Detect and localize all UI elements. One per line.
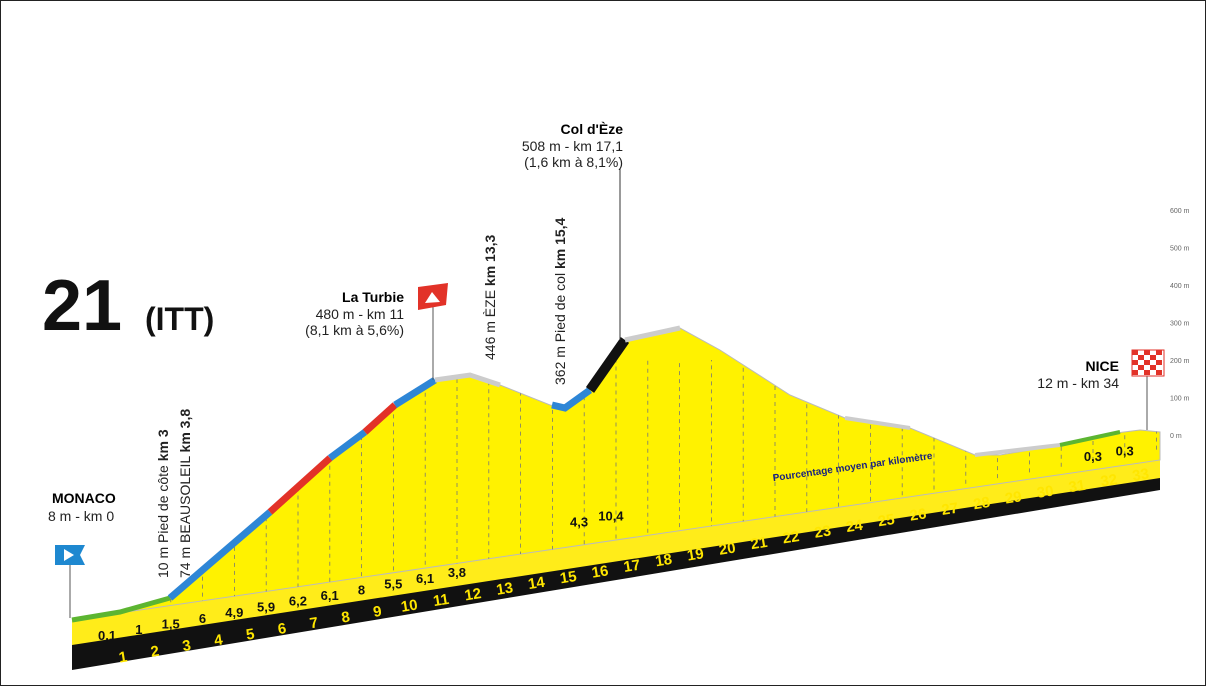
altitude-label: 500 m <box>1170 246 1190 253</box>
altitude-label: 300 m <box>1170 321 1190 328</box>
km-label: 26 <box>909 505 928 524</box>
km-label: 12 <box>463 585 482 604</box>
altitude-label: 600 m <box>1170 208 1190 215</box>
segment-blue <box>393 377 437 408</box>
place-info: (8,1 km à 5,6%) <box>305 322 404 338</box>
stage-number: 21 <box>42 266 122 346</box>
gradient-label: 6,2 <box>289 594 307 609</box>
segment-gray <box>624 325 681 343</box>
km-label: 7 <box>308 614 319 632</box>
km-label: 29 <box>1004 488 1023 507</box>
km-label: 33 <box>1131 465 1150 484</box>
gradient-label: 1,5 <box>162 616 180 631</box>
gradient-label: 0,3 <box>1116 443 1134 458</box>
point-text: 362 m Pied de col <box>552 269 568 385</box>
point-text: 446 m ÈZE <box>482 286 498 360</box>
place-info: 508 m - km 17,1 <box>522 138 623 154</box>
segment-flat <box>71 595 171 623</box>
km-label: 19 <box>686 545 705 564</box>
gradient-label: 4,9 <box>225 605 243 620</box>
segment-blue <box>167 509 273 601</box>
km-label: 32 <box>1099 471 1118 490</box>
gradient-label: 4,3 <box>570 514 588 529</box>
place-info: 480 m - km 11 <box>316 306 405 322</box>
point-label: 362 m Pied de col km 15,4 <box>552 217 568 385</box>
gradient-label: 8 <box>358 582 365 597</box>
segment-red <box>362 402 398 435</box>
segment-blue <box>551 387 593 412</box>
km-label: 14 <box>527 574 547 594</box>
segment-gray <box>434 372 501 388</box>
segment-gray <box>974 443 1061 457</box>
point-label: 10 m Pied de côte km 3 <box>155 429 171 578</box>
segment-blue <box>327 429 368 461</box>
segment-black <box>585 337 630 393</box>
point-label: 74 m BEAUSOLEIL km 3,8 <box>177 409 193 578</box>
segment-flat <box>1059 430 1121 447</box>
place-info: 8 m - km 0 <box>48 508 114 524</box>
km-label: 6 <box>277 620 288 638</box>
point-km: km 3,8 <box>177 409 193 453</box>
gradient-label: 10,4 <box>598 509 624 524</box>
gradient-label: 1 <box>135 622 142 637</box>
km-label: 5 <box>245 626 256 644</box>
gradient-label: 3,8 <box>448 565 466 580</box>
segment-red <box>267 455 333 515</box>
km-label: 9 <box>372 603 383 621</box>
point-km: km 15,4 <box>552 217 568 269</box>
km-label: 27 <box>940 500 959 519</box>
km-label: 2 <box>149 643 160 661</box>
point-label: 446 m ÈZE km 13,3 <box>482 234 498 360</box>
altitude-label: 200 m <box>1170 358 1190 365</box>
segment-gray <box>844 416 911 430</box>
altitude-label: 100 m <box>1170 396 1190 403</box>
km-label: 20 <box>718 539 737 558</box>
place-info: 12 m - km 34 <box>1037 375 1119 391</box>
place-name: NICE <box>1086 358 1119 374</box>
point-text: 10 m Pied de côte <box>155 461 171 578</box>
flag-icon <box>425 292 440 303</box>
km-label: 23 <box>813 522 832 541</box>
gradient-label: 6,1 <box>416 571 434 586</box>
place-name: Col d'Èze <box>561 121 624 137</box>
gradient-label: 0,1 <box>98 628 116 643</box>
stage-kind: (ITT) <box>145 301 214 337</box>
gradient-label: 0,3 <box>1084 449 1102 464</box>
gradient-label: 6 <box>199 611 206 626</box>
km-label: 4 <box>213 631 225 649</box>
km-label: 28 <box>972 494 991 513</box>
finish-flag <box>1131 349 1165 377</box>
flag-icon <box>64 549 74 561</box>
altitude-label: 0 m <box>1170 433 1182 440</box>
km-label: 11 <box>432 591 450 610</box>
km-label: 21 <box>750 534 769 553</box>
km-label: 17 <box>622 557 641 576</box>
km-label: 8 <box>340 609 351 627</box>
gradient-label: 6,1 <box>321 588 339 603</box>
km-label: 10 <box>400 596 419 615</box>
km-label: 3 <box>181 637 192 655</box>
gradient-label: 5,9 <box>257 599 275 614</box>
base-yellow <box>72 460 1160 645</box>
altitude-label: 400 m <box>1170 283 1190 290</box>
place-name: MONACO <box>52 490 116 506</box>
place-name: La Turbie <box>342 289 404 305</box>
point-text: 74 m BEAUSOLEIL <box>177 452 193 578</box>
km-label: 22 <box>781 528 800 547</box>
km-label: 1 <box>118 648 129 666</box>
point-km: km 3 <box>155 429 171 461</box>
gradient-label: 5,5 <box>384 577 402 592</box>
km-label: 24 <box>845 517 865 537</box>
place-info: (1,6 km à 8,1%) <box>524 154 623 170</box>
km-label: 13 <box>495 579 514 598</box>
km-label: 16 <box>591 562 610 581</box>
km-label: 15 <box>559 568 578 587</box>
km-label: 30 <box>1036 482 1055 501</box>
km-label: 25 <box>877 511 896 530</box>
point-km: km 13,3 <box>482 234 498 286</box>
km-label: 31 <box>1068 477 1087 496</box>
km-label: 18 <box>654 551 673 570</box>
